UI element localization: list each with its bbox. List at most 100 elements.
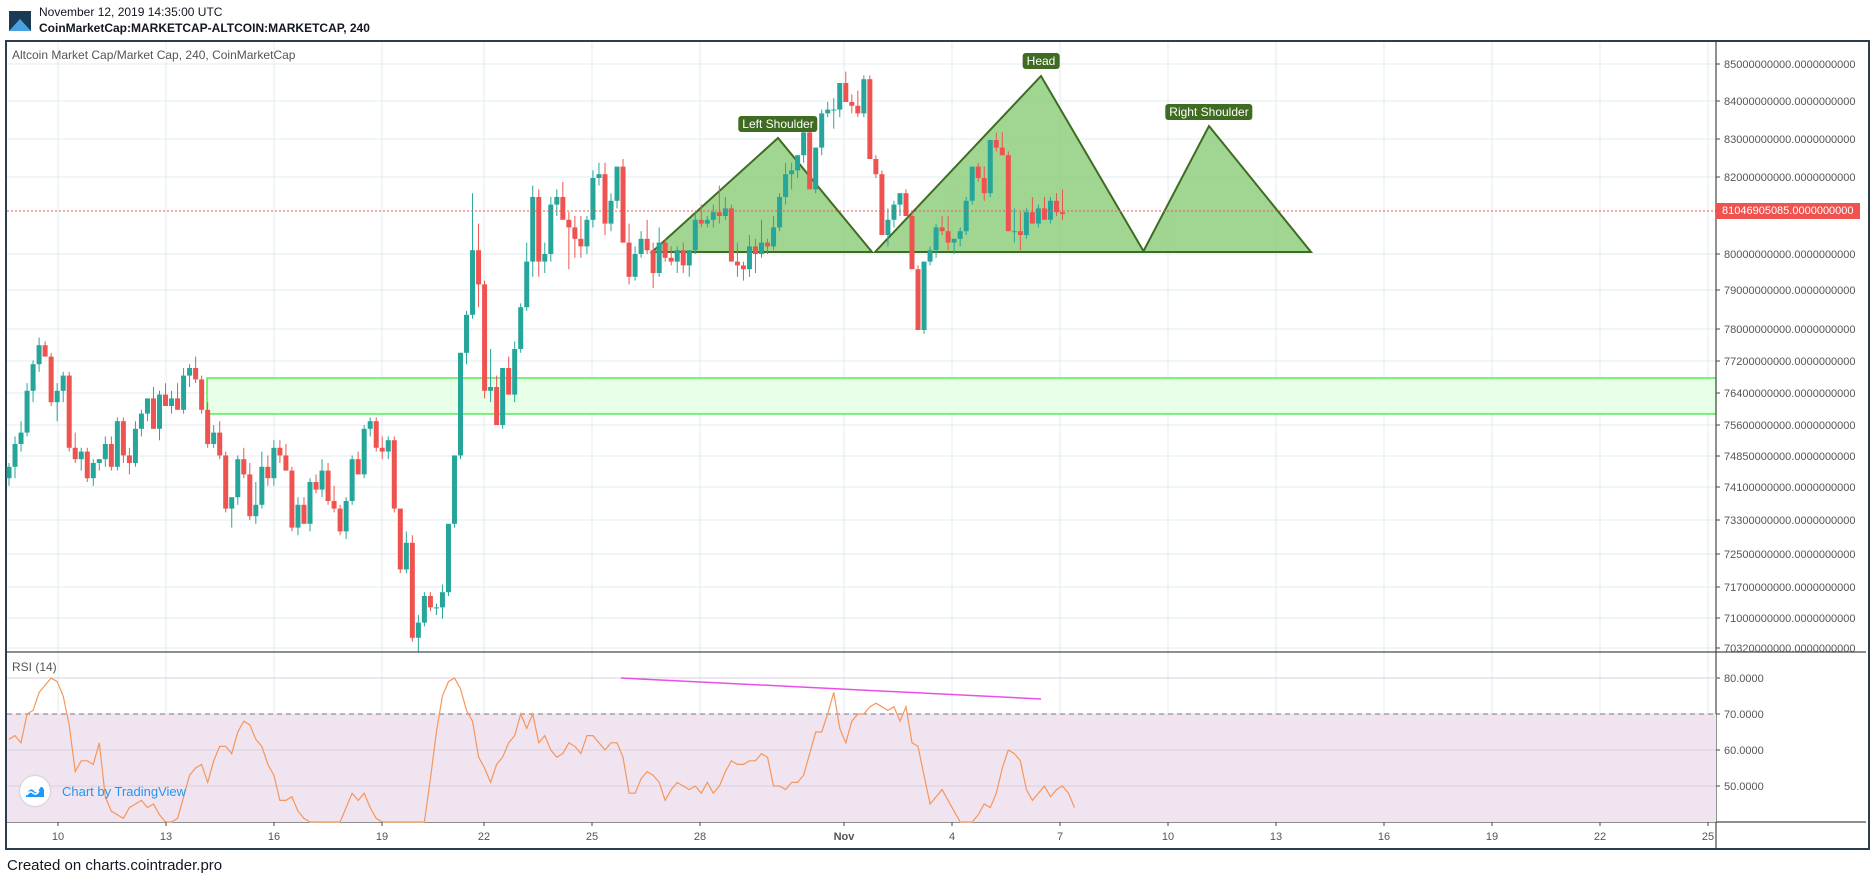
pattern-label[interactable]: Head [1022,53,1060,69]
candle-body [777,197,783,228]
candle-body [837,83,843,110]
candle-body [620,166,626,243]
candle-body [451,455,457,524]
candle-body [114,421,120,467]
candle-body [241,459,247,475]
candle-body [1035,208,1041,224]
candle-body [349,459,355,501]
candle-body [205,409,211,444]
candle-body [163,394,169,406]
candle-body [722,208,728,216]
candle-body [831,109,837,111]
price-axis-label: 84000000000.0000000000 [1724,96,1856,108]
price-axis-label: 85000000000.0000000000 [1724,59,1856,71]
tradingview-link[interactable]: Chart by TradingView [62,783,187,799]
candle-body [512,349,518,395]
price-axis-label: 74850000000.0000000000 [1724,451,1856,463]
candle-body [439,592,445,608]
time-axis-label: 25 [586,831,598,843]
candle-body [1053,200,1059,213]
candle-body [921,261,927,330]
rsi-line [8,677,1076,823]
candle-body [596,174,602,178]
cointrader-logo-icon [9,11,31,31]
candle-body [614,166,620,201]
candle-body [524,261,530,308]
candle-body [686,250,692,266]
candle-body [500,368,506,425]
candle-body [927,250,933,262]
candle-body [361,428,367,475]
candle-body [138,413,144,429]
time-axis-label: 16 [268,831,280,843]
time-axis-label: 22 [478,831,490,843]
candle-body [1017,231,1023,235]
candle-body [433,607,439,609]
candle-body [385,440,391,452]
candle-body [674,250,680,262]
candle-body [18,432,24,444]
candle-body [223,455,229,509]
candle-body [945,231,951,243]
candle-body [843,83,849,102]
candle-body [801,132,807,156]
candle-body [289,470,295,528]
last-price-label: 81046905085.0000000000 [1716,203,1860,219]
candle-body [740,265,746,270]
candle-body [530,197,536,262]
pattern-label[interactable]: Left Shoulder [738,116,818,132]
price-axis-label: 71700000000.0000000000 [1724,582,1856,594]
candle-body [120,421,126,456]
candle-body [271,447,277,479]
time-axis-label: Nov [834,831,856,843]
tradingview-watermark[interactable]: Chart by TradingView [20,776,186,806]
candle-body [415,622,421,638]
rsi-axis-label: 70.0000 [1724,709,1764,721]
candle-body [6,466,12,479]
time-axis-label: 10 [52,831,64,843]
pattern-label[interactable]: Right Shoulder [1165,104,1253,120]
candle-body [283,455,289,471]
time-axis-label: 19 [376,831,388,843]
candle-body [427,596,433,608]
candle-body [728,208,734,262]
candle-body [560,197,566,220]
candle-body [566,219,572,228]
candle-body [879,174,885,235]
candle-body [277,447,283,456]
candle-body [825,109,831,114]
candle-body [783,174,789,197]
candle-body [759,242,764,254]
candle-body [373,421,379,448]
candle-body [897,193,903,205]
candle-body [379,447,385,452]
price-axis-label: 73300000000.0000000000 [1724,515,1856,527]
pattern-triangle[interactable] [1141,124,1314,253]
candle-body [102,444,108,460]
rsi-divergence-line[interactable] [620,677,1042,700]
candle-body [313,482,319,490]
chart-header: November 12, 2019 14:35:00 UTC CoinMarke… [0,0,1874,40]
candle-body [668,257,674,262]
candle-body [355,459,361,475]
candle-body [909,216,915,270]
candle-body [692,219,698,251]
candle-body [259,466,265,505]
candle-body [421,596,427,623]
candle-body [807,132,813,190]
candle-body [48,356,54,403]
footer-credit: Created on charts.cointrader.pro [7,857,223,874]
candle-body [716,212,722,216]
candle-body [319,470,325,490]
candle-body [704,219,710,224]
rsi-title: RSI (14) [12,660,57,674]
candle-body [445,523,451,593]
candle-body [951,238,957,243]
candle-body [861,79,867,114]
candle-body [572,227,578,239]
candle-body [993,140,999,148]
rsi-band [7,714,1716,822]
support-zone[interactable] [206,377,1717,415]
candle-body [253,504,259,517]
